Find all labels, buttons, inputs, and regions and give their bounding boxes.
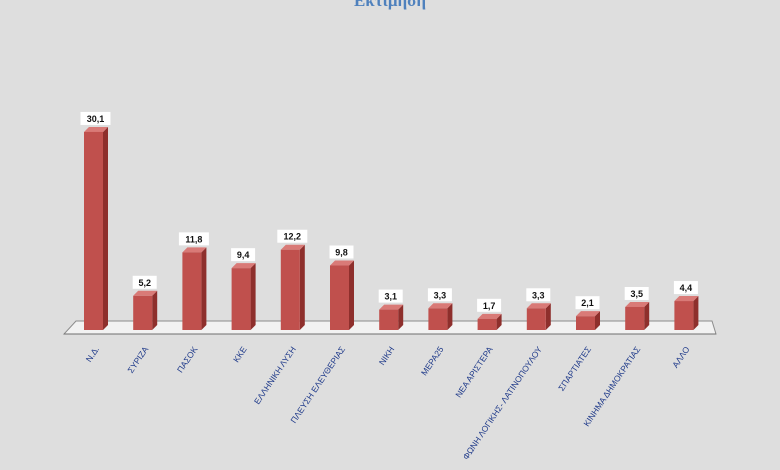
bar-side [201, 247, 207, 330]
data-label: 5,2 [138, 278, 151, 288]
category-label: ΝΕΑ ΑΡΙΣΤΕΡΑ [453, 344, 495, 399]
category-label: ΜΕΡΑ25 [419, 344, 446, 377]
data-label: 11,8 [185, 234, 202, 244]
bar-front [477, 318, 497, 330]
bar-top [133, 290, 158, 296]
data-label: 3,3 [434, 290, 447, 300]
bar-top [625, 301, 650, 307]
category-label: ΠΛΕΥΣΗ ΕΛΕΥΘΕΡΙΑΣ [288, 345, 347, 426]
data-label-box [277, 229, 308, 243]
bar-top [674, 296, 699, 302]
bar-side [545, 303, 551, 330]
bar-5 [280, 244, 305, 330]
bar-1 [84, 126, 108, 330]
bar-side [299, 244, 305, 330]
bar-front [84, 131, 103, 330]
data-label-box [178, 232, 209, 246]
bar-4 [231, 263, 256, 330]
data-label-box [477, 298, 502, 312]
bar-side [693, 296, 699, 330]
data-label: 3,5 [630, 289, 643, 299]
category-label: ΚΙΝΗΜΑ ΔΗΜΟΚΡΑΤΙΑΣ [581, 345, 642, 429]
data-label-box [132, 275, 157, 289]
bar-front [330, 265, 349, 330]
bar-top [526, 303, 551, 309]
bar-front [182, 252, 202, 330]
data-label-box [427, 288, 452, 302]
bar-front [379, 309, 399, 330]
category-label: ΠΑΣΟΚ [175, 344, 200, 374]
bar-9 [477, 313, 502, 330]
bar-11 [576, 311, 600, 330]
bar-side [644, 301, 650, 330]
bar-front [625, 306, 645, 330]
category-label: ΣΥΡΙΖΑ [125, 344, 150, 375]
category-label: ΦΩΝΗ ΛΟΓΙΚΗΣ- ΛΑΤΙΝΟΠΟΥΛΟΥ [461, 344, 545, 461]
bar-side [496, 313, 502, 330]
data-label-box [231, 248, 256, 262]
bar-top [231, 263, 256, 269]
category-label: ΝΙΚΗ [377, 345, 397, 367]
bar-side [595, 311, 600, 330]
data-label: 4,4 [680, 283, 693, 293]
data-label-box [80, 111, 111, 125]
bar-top [330, 260, 354, 266]
bar-12 [625, 301, 650, 330]
bar-top [379, 304, 404, 310]
data-label-box [329, 245, 354, 259]
bar-front [526, 308, 546, 330]
bar-side [447, 303, 453, 330]
bar-2 [133, 290, 158, 330]
data-label: 12,2 [284, 232, 302, 242]
bar-top [182, 247, 207, 253]
bar-front [674, 301, 694, 330]
bar-front [280, 249, 300, 330]
bar-13 [674, 296, 699, 330]
data-label: 3,1 [384, 292, 397, 302]
bar-side [250, 263, 256, 330]
bar-top [428, 303, 453, 309]
bar-front [231, 268, 251, 330]
bar-8 [428, 303, 453, 330]
data-label-box [575, 296, 600, 310]
data-label: 2,1 [581, 298, 594, 308]
bar-7 [379, 304, 404, 330]
data-label-box [673, 281, 698, 295]
bar-front [576, 316, 595, 330]
bar-front [133, 295, 153, 330]
bar-6 [330, 260, 354, 330]
data-label-box [624, 286, 649, 300]
bar-side [398, 304, 404, 330]
category-label: ΕΛΛΗΝΙΚΗ ΛΥΣΗ [252, 345, 298, 407]
data-label-box [378, 289, 403, 303]
data-label: 3,3 [532, 290, 545, 300]
data-label: 9,4 [237, 250, 250, 260]
bar-top [280, 244, 305, 250]
category-label: ΚΚΕ [231, 344, 249, 364]
bar-side [349, 260, 354, 330]
bar-3 [182, 247, 207, 330]
bar-side [103, 126, 108, 330]
data-label: 30,1 [87, 114, 105, 124]
data-label: 1,7 [483, 301, 496, 311]
category-label: ΑΛΛΟ [670, 344, 692, 369]
chart-title: Εκτίμηση [353, 0, 427, 10]
category-label: Ν.Δ. [84, 345, 102, 364]
data-label-box [526, 288, 551, 302]
bar-front [428, 308, 448, 330]
bar-top [477, 313, 502, 319]
data-label: 9,8 [335, 248, 348, 258]
bar-10 [526, 303, 551, 330]
category-label: ΣΠΑΡΤΙΑΤΕΣ [556, 345, 593, 393]
bar-top [576, 311, 600, 317]
bar-top [84, 126, 108, 132]
bar-side [152, 290, 158, 330]
